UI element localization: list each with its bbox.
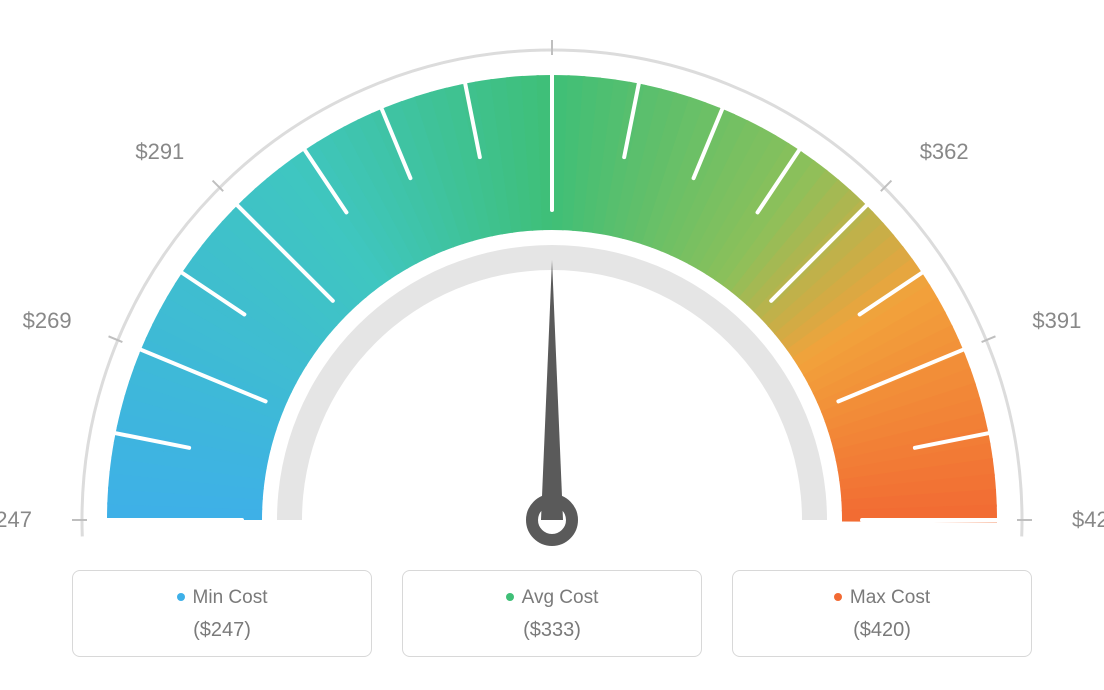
gauge-scale-label: $247 — [0, 507, 32, 533]
legend-min-value: ($247) — [73, 619, 371, 642]
legend-card-avg: Avg Cost ($333) — [402, 570, 702, 657]
gauge-scale-label: $420 — [1072, 507, 1104, 533]
gauge-svg — [0, 0, 1104, 560]
legend-row: Min Cost ($247) Avg Cost ($333) Max Cost… — [0, 560, 1104, 657]
gauge-needle — [541, 260, 563, 520]
gauge-chart: $247$269$291$333$362$391$420 — [0, 0, 1104, 560]
legend-card-min: Min Cost ($247) — [72, 570, 372, 657]
legend-min-label: Min Cost — [73, 587, 371, 609]
gauge-scale-label: $362 — [920, 139, 969, 165]
legend-max-label: Max Cost — [733, 587, 1031, 609]
gauge-scale-label: $291 — [135, 139, 184, 165]
gauge-scale-label: $269 — [23, 308, 72, 334]
gauge-scale-label: $391 — [1032, 308, 1081, 334]
legend-avg-value: ($333) — [403, 619, 701, 642]
legend-avg-label: Avg Cost — [403, 587, 701, 609]
legend-max-value: ($420) — [733, 619, 1031, 642]
legend-card-max: Max Cost ($420) — [732, 570, 1032, 657]
